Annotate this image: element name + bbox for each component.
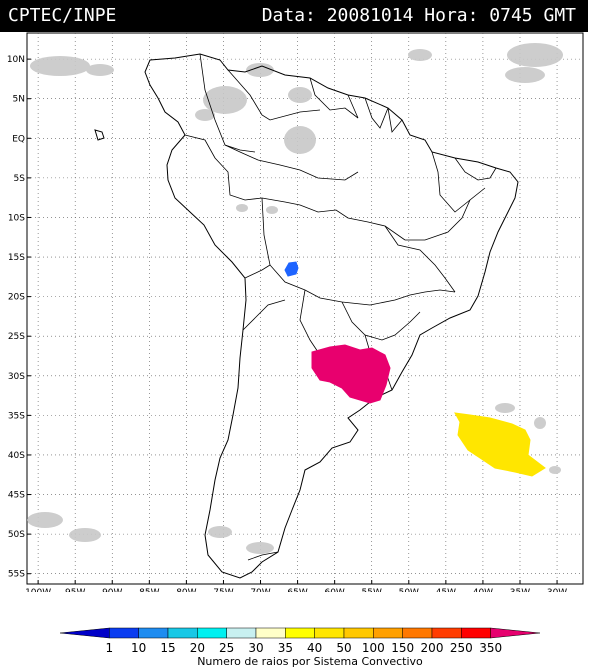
system-blue (284, 261, 299, 277)
lon-label: 100W (25, 588, 51, 592)
lon-label: 60W (324, 588, 344, 592)
time-value: 0745 GMT (489, 5, 576, 26)
galapagos-islands (94, 129, 105, 141)
lat-label: 5N (13, 95, 25, 105)
color-scale-swatch (314, 627, 345, 639)
lat-label: 55S (8, 570, 25, 580)
cloud-areas (27, 43, 563, 554)
map-frame (26, 32, 584, 585)
lon-label: 95W (65, 588, 85, 592)
lat-label: 45S (8, 491, 25, 501)
system-yellow (454, 412, 546, 477)
color-scale-swatch (373, 627, 403, 639)
color-scale-label: 1 (106, 641, 114, 655)
color-scale-label: 50 (336, 641, 351, 655)
color-scale-swatch (167, 627, 198, 639)
color-scale-label: 25 (219, 641, 234, 655)
lat-label: 15S (8, 253, 25, 263)
color-scale-label: 100 (362, 641, 385, 655)
color-scale-labels: 1 10 15 20 25 30 35 40 50 100 150 200 250 350 (106, 641, 503, 655)
color-scale-label: 15 (160, 641, 175, 655)
color-scale-label: 30 (248, 641, 263, 655)
color-scale-swatch (402, 627, 433, 639)
lat-label: 10S (8, 213, 25, 223)
color-scale-title: Numero de raios por Sistema Convectivo (197, 655, 423, 668)
date-label: Data: (261, 5, 316, 26)
lon-label: 45W (436, 588, 456, 592)
color-scale-swatch (226, 627, 257, 639)
lon-label: 85W (139, 588, 159, 592)
lat-label: 10N (7, 55, 25, 65)
lon-label: 65W (287, 588, 307, 592)
lat-label: 30S (8, 372, 25, 382)
timestamp: Data: 20081014 Hora: 0745 GMT (262, 0, 576, 32)
color-scale-label: 250 (450, 641, 473, 655)
political-borders (184, 53, 497, 561)
continent-outline (94, 53, 519, 579)
color-scale-label: 20 (190, 641, 205, 655)
lon-label: 55W (362, 588, 382, 592)
longitude-labels: 100W 95W 90W 85W 80W 75W 70W 65W 60W 55W 50W 45W 40W… (25, 588, 567, 592)
lat-label: 20S (8, 293, 25, 303)
map-header: CPTEC/INPE Data: 20081014 Hora: 0745 GMT (0, 0, 588, 32)
color-scale-label: 200 (421, 641, 444, 655)
lat-label: 50S (8, 530, 25, 540)
date-value: 20081014 (326, 5, 414, 26)
color-scale-swatch (431, 627, 462, 639)
color-scale-label: 40 (307, 641, 322, 655)
color-scale-label: 35 (278, 641, 293, 655)
hour-label: Hora: (424, 5, 479, 26)
color-scale-swatch (109, 627, 139, 639)
color-scale: 1 10 15 20 25 30 35 40 50 100 150 200 250 350 Numero … (59, 627, 541, 668)
system-magenta (311, 344, 391, 404)
lat-label: 5S (14, 174, 26, 184)
lon-label: 90W (102, 588, 122, 592)
map-panel: 10N5NEQ5S10S15S20S25S30S35S40S45S50S55S … (7, 32, 584, 592)
lon-label: 80W (176, 588, 196, 592)
color-scale-label: 150 (391, 641, 414, 655)
lon-label: 40W (473, 588, 493, 592)
color-scale-swatch (138, 627, 169, 639)
lon-label: 50W (399, 588, 419, 592)
lat-label: 40S (8, 451, 25, 461)
coastline (144, 53, 519, 579)
lon-label: 30W (547, 588, 567, 592)
lon-label: 70W (250, 588, 270, 592)
color-scale-swatch (490, 627, 541, 639)
color-scale-swatch (285, 627, 315, 639)
color-scale-swatch (255, 627, 286, 639)
color-scale-swatch (343, 627, 374, 639)
color-scale-bar (59, 627, 541, 639)
color-scale-label: 350 (479, 641, 502, 655)
lat-label: EQ (12, 134, 25, 144)
color-scale-label: 10 (131, 641, 146, 655)
latitude-labels: 10N 5N EQ 5S 10S 15S 20S 25S 30S 35S 40S 45S 50S 55S (7, 55, 25, 580)
lon-label: 75W (213, 588, 233, 592)
lat-label: 35S (8, 411, 25, 421)
lat-label: 25S (8, 332, 25, 342)
color-scale-swatch (59, 627, 110, 639)
lon-label: 35W (510, 588, 530, 592)
source-label: CPTEC/INPE (8, 5, 117, 26)
color-scale-swatch (461, 627, 491, 639)
color-scale-swatch (197, 627, 227, 639)
graticule (27, 33, 583, 584)
